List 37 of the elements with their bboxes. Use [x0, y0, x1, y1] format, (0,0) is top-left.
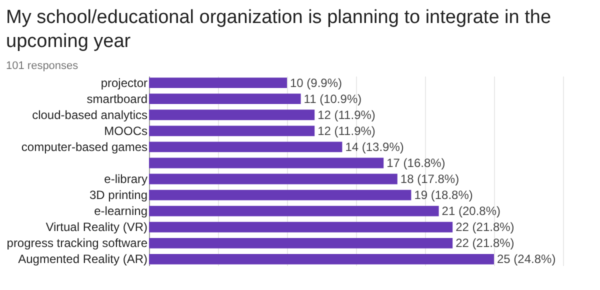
data-label: 11 (10.9%) — [304, 92, 362, 106]
y-tick-label: e-learning — [94, 204, 148, 218]
y-tick-label: Augmented Reality (AR) — [18, 252, 148, 266]
bar — [149, 238, 453, 248]
bar — [149, 222, 453, 232]
bar — [149, 254, 494, 264]
text: 101 responses — [5, 59, 80, 72]
y-tick-label: 3D printing — [89, 188, 148, 202]
y-tick-label: e-library — [104, 172, 148, 186]
data-label: 18 (17.8%) — [400, 172, 460, 186]
data-label: 12 (11.9%) — [318, 124, 376, 138]
data-label: 17 (16.8%) — [386, 156, 446, 170]
y-tick-label: progress tracking software — [6, 236, 148, 250]
data-label: 19 (18.8%) — [414, 188, 473, 202]
data-label: 10 (9.9%) — [290, 76, 342, 90]
y-tick-label: Virtual Reality (VR) — [46, 220, 148, 234]
chart-title: My school/educational organization is planning to integrate in the upcoming year — [5, 6, 552, 54]
bar — [149, 174, 398, 184]
bar — [149, 126, 315, 136]
y-tick-label: cloud-based analytics — [32, 108, 148, 122]
y-tick-label: projector — [100, 76, 148, 90]
data-label: 21 (20.8%) — [442, 204, 501, 218]
bar — [149, 206, 439, 216]
data-label: 12 (11.9%) — [318, 108, 376, 122]
y-tick-label: computer-based games — [21, 140, 148, 154]
y-tick-label: MOOCs — [104, 124, 148, 138]
bar — [149, 158, 384, 168]
bar — [149, 94, 301, 104]
bar — [149, 142, 342, 152]
data-label: 25 (24.8%) — [497, 252, 556, 266]
data-label: 22 (21.8%) — [456, 236, 514, 250]
bar — [149, 190, 412, 200]
data-label: 14 (13.9%) — [345, 140, 404, 154]
data-label: 22 (21.8%) — [456, 220, 514, 234]
bar — [149, 78, 287, 88]
y-tick-label: smartboard — [86, 92, 148, 106]
bar — [149, 110, 315, 120]
